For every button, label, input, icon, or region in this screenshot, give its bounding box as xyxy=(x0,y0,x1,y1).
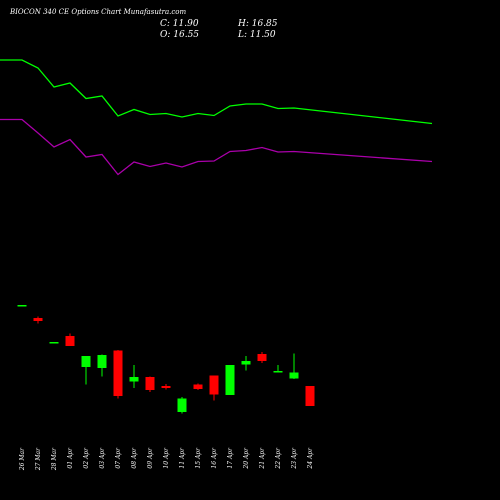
band-lines xyxy=(0,59,433,176)
candle-body xyxy=(241,361,251,365)
x-tick-label: 08 Apr xyxy=(131,447,138,469)
candle-body xyxy=(273,371,283,373)
close-value: C: 11.90 xyxy=(160,19,199,29)
x-tick-label: 28 Mar xyxy=(51,447,58,471)
candle-13 xyxy=(209,375,219,401)
candle-body xyxy=(209,375,219,395)
x-tick-label: 27 Mar xyxy=(35,447,42,471)
candle-body xyxy=(289,372,299,379)
candle-11 xyxy=(177,397,187,414)
x-tick-label: 16 Apr xyxy=(211,447,218,469)
candle-body xyxy=(49,342,59,344)
candle-9 xyxy=(145,376,155,392)
candle-body xyxy=(33,318,43,321)
lower-band-line xyxy=(0,118,433,176)
candles-group xyxy=(17,305,315,414)
candle-body xyxy=(81,356,91,367)
candle-8 xyxy=(129,365,139,388)
upper-band-line xyxy=(0,59,433,125)
candle-5 xyxy=(81,356,91,385)
x-tick-label: 22 Apr xyxy=(275,447,282,470)
candle-2 xyxy=(33,316,43,324)
x-tick-label: 15 Apr xyxy=(195,447,202,469)
candle-body xyxy=(113,350,123,396)
candle-body xyxy=(305,386,315,406)
x-tick-label: 07 Apr xyxy=(115,447,122,469)
candle-body xyxy=(225,365,235,395)
candle-4 xyxy=(65,333,75,346)
x-tick-label: 11 Apr xyxy=(179,447,186,469)
open-value: O: 16.55 xyxy=(160,30,199,40)
chart-title: BIOCON 340 CE Options Chart Munafasutra.… xyxy=(9,8,187,16)
candle-body xyxy=(129,377,139,382)
candle-body xyxy=(193,384,203,389)
candle-body xyxy=(161,386,171,388)
candle-body xyxy=(177,398,187,412)
x-tick-label: 17 Apr xyxy=(227,447,234,469)
candle-3 xyxy=(49,342,59,344)
candle-15 xyxy=(241,356,251,371)
candle-6 xyxy=(97,354,107,377)
x-tick-label: 23 Apr xyxy=(291,447,298,470)
candle-body xyxy=(97,355,107,368)
candle-14 xyxy=(225,365,235,395)
x-tick-label: 02 Apr xyxy=(83,447,90,469)
candle-17 xyxy=(273,365,283,373)
candle-body xyxy=(17,305,27,307)
candle-16 xyxy=(257,352,267,363)
candle-1 xyxy=(17,305,27,307)
x-tick-label: 10 Apr xyxy=(163,447,170,469)
low-value: L: 11.50 xyxy=(237,30,276,40)
x-tick-label: 20 Apr xyxy=(243,447,250,470)
high-value: H: 16.85 xyxy=(237,19,278,29)
x-axis-ticks: 26 Mar 27 Mar 28 Mar 01 Apr 02 Apr 03 Apr 07 A… xyxy=(19,447,314,471)
candle-body xyxy=(145,377,155,390)
candle-body xyxy=(257,354,267,361)
candle-12 xyxy=(193,383,203,390)
x-tick-label: 26 Mar xyxy=(19,447,26,471)
x-tick-label: 01 Apr xyxy=(67,447,74,469)
x-tick-label: 03 Apr xyxy=(99,447,106,469)
candle-body xyxy=(65,336,75,346)
candle-10 xyxy=(161,384,171,390)
candle-7 xyxy=(113,350,123,399)
x-tick-label: 09 Apr xyxy=(147,447,154,469)
candle-19 xyxy=(305,386,315,406)
candle-18 xyxy=(289,353,299,379)
x-tick-label: 24 Apr xyxy=(307,447,314,470)
x-tick-label: 21 Apr xyxy=(259,447,266,470)
